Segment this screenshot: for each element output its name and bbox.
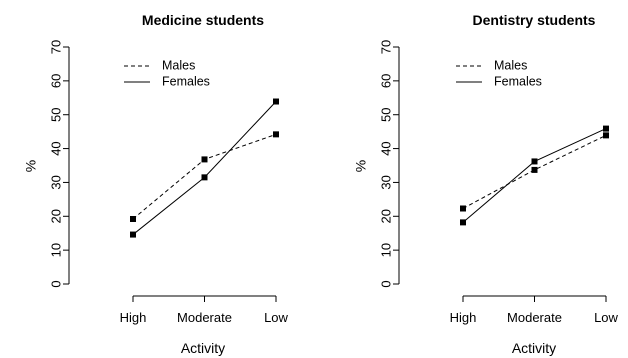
y-tick-label: 0	[48, 280, 63, 287]
y-tick-label: 60	[48, 74, 63, 88]
y-tick-label: 30	[378, 175, 393, 189]
y-tick-label: 50	[48, 107, 63, 121]
y-tick-label: 10	[48, 243, 63, 257]
data-point-females	[603, 125, 609, 132]
data-point-males	[130, 215, 136, 222]
legend-label-males: Males	[162, 58, 195, 72]
y-tick-label: 40	[48, 141, 63, 155]
chart-title: Dentistry students	[473, 12, 596, 28]
y-axis-label: %	[23, 160, 39, 172]
data-point-males	[531, 166, 538, 173]
y-tick-label: 20	[378, 209, 393, 223]
chart-legend: Males Females	[124, 58, 210, 88]
chart-legend: Males Females	[456, 58, 542, 88]
legend-label-females: Females	[162, 74, 210, 88]
y-tick-label: 50	[378, 107, 393, 121]
legend-label-males: Males	[494, 58, 527, 72]
y-tick-label: 60	[378, 74, 393, 88]
data-point-males	[273, 131, 279, 138]
y-tick-label: 70	[48, 40, 63, 54]
data-point-males	[603, 132, 609, 139]
y-axis-label: %	[353, 160, 369, 172]
data-point-females	[460, 219, 466, 226]
data-point-females	[201, 174, 208, 181]
series-line-females	[462, 128, 607, 223]
y-tick-label: 20	[48, 209, 63, 223]
x-tick-label: High	[120, 310, 147, 325]
data-point-males	[460, 205, 466, 212]
y-tick-label: 40	[378, 141, 393, 155]
chart-title: Medicine students	[142, 12, 264, 28]
legend-label-females: Females	[494, 74, 542, 88]
data-point-females	[130, 231, 136, 238]
series-line-females	[132, 101, 277, 235]
x-tick-label: Moderate	[507, 310, 562, 325]
x-axis-label: Activity	[512, 340, 556, 356]
y-tick-label: 30	[48, 175, 63, 189]
x-axis-label: Activity	[181, 340, 225, 356]
series-line-males	[462, 134, 607, 209]
y-tick-label: 70	[378, 40, 393, 54]
data-point-males	[201, 156, 208, 163]
x-tick-label: Low	[594, 310, 618, 325]
y-tick-label: 0	[378, 280, 393, 287]
chart-panel-1: Medicine students 0 10 20 30 40 50 60 70% High Mod…	[23, 12, 289, 356]
y-tick-label: 10	[378, 243, 393, 257]
data-point-females	[273, 98, 279, 105]
x-tick-label: High	[450, 310, 477, 325]
x-tick-label: Moderate	[177, 310, 232, 325]
x-tick-label: Low	[264, 310, 288, 325]
chart-panel-2: Dentistry students 0 10 20 30 40 50 60 70% High Mo…	[353, 12, 619, 356]
data-point-females	[531, 158, 538, 165]
